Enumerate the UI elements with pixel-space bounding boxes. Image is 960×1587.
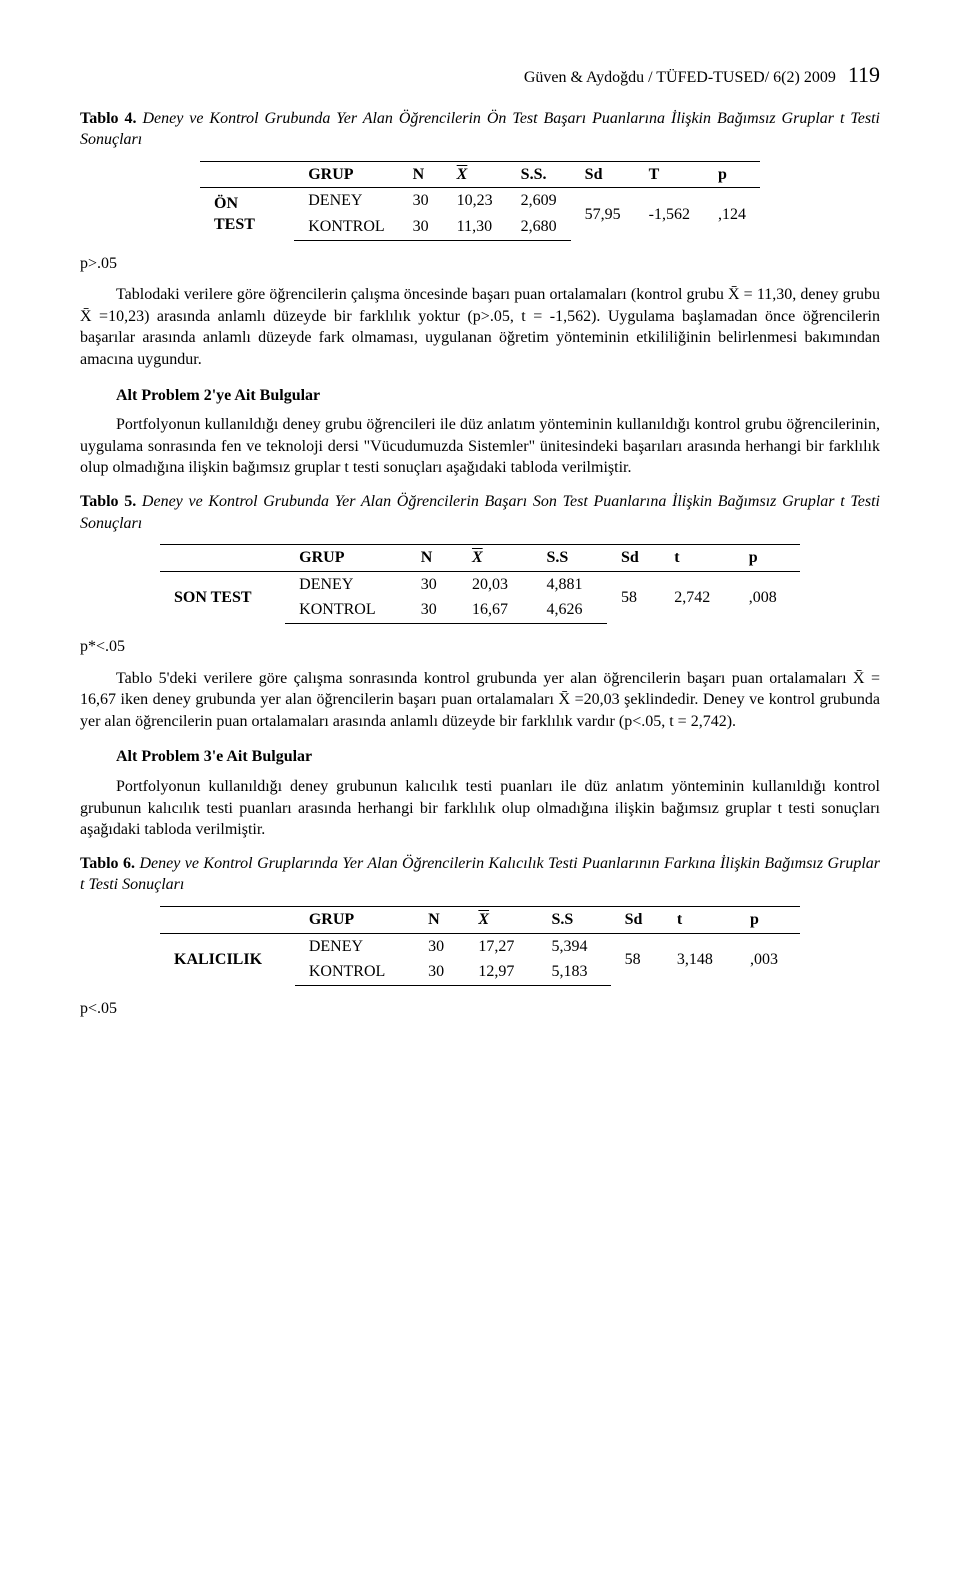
paragraph-3: Tablo 5'deki verilere göre çalışma sonra… [80,668,880,733]
t4-note: p>.05 [80,253,880,275]
xbar-symbol: X [472,549,483,566]
t6-col-t: t [663,906,736,933]
t6-col-p: p [736,906,800,933]
tablo4-title: Tablo 4. Deney ve Kontrol Grubunda Yer A… [80,108,880,151]
t5-p: ,008 [735,571,800,623]
tablo4-label: Tablo 4. [80,110,137,127]
t6-t: 3,148 [663,933,736,985]
t5-sd: 58 [607,571,660,623]
paragraph-4: Portfolyonun kullanıldığı deney grubunun… [80,776,880,841]
t5-t: 2,742 [660,571,735,623]
t6-kontrol-n: 30 [414,959,464,985]
t5-col-p: p [735,545,800,572]
t6-note: p<.05 [80,998,880,1020]
t4-rowlabel-head [200,161,294,188]
paragraph-1: Tablodaki verilere göre öğrencilerin çal… [80,284,880,370]
t5-note: p*<.05 [80,636,880,658]
t4-deney-ss: 2,609 [507,188,571,214]
t6-deney-x: 17,27 [464,933,537,959]
t5-deney-ss: 4,881 [532,571,607,597]
page-number: 119 [848,62,880,87]
t6-p: ,003 [736,933,800,985]
t5-deney-grup: DENEY [285,571,407,597]
tablo5-title: Tablo 5. Deney ve Kontrol Grubunda Yer A… [80,491,880,534]
tablo6-caption: Deney ve Kontrol Gruplarında Yer Alan Öğ… [80,855,880,894]
t6-deney-n: 30 [414,933,464,959]
t6-col-ss: S.S [537,906,610,933]
t4-deney-x: 10,23 [443,188,507,214]
tablo6-title: Tablo 6. Deney ve Kontrol Gruplarında Ye… [80,853,880,896]
t4-deney-n: 30 [399,188,443,214]
running-header: Güven & Aydoğdu / TÜFED-TUSED/ 6(2) 2009… [80,60,880,90]
t4-col-x: X [443,161,507,188]
t4-kontrol-x: 11,30 [443,214,507,240]
tablo5-table: GRUP N X S.S Sd t p SON TEST DENEY 30 20… [160,544,800,624]
t5-kontrol-grup: KONTROL [285,597,407,623]
t6-kontrol-grup: KONTROL [295,959,414,985]
t4-col-sd: Sd [571,161,635,188]
t6-col-grup: GRUP [295,906,414,933]
t5-deney-n: 30 [407,571,458,597]
t5-kontrol-x: 16,67 [458,597,533,623]
t4-kontrol-ss: 2,680 [507,214,571,240]
t4-t: -1,562 [635,188,704,240]
tablo6-label: Tablo 6. [80,855,135,872]
t4-deney-grup: DENEY [294,188,398,214]
xbar-symbol: X [478,911,489,928]
tablo5-caption: Deney ve Kontrol Grubunda Yer Alan Öğren… [80,493,880,532]
t5-rowlabel: SON TEST [160,571,285,623]
t6-deney-ss: 5,394 [537,933,610,959]
t4-kontrol-grup: KONTROL [294,214,398,240]
t6-deney-grup: DENEY [295,933,414,959]
xbar-symbol: X [457,166,468,183]
t4-col-t: T [635,161,704,188]
t5-col-ss: S.S [532,545,607,572]
tablo5-label: Tablo 5. [80,493,136,510]
paragraph-2: Portfolyonun kullanıldığı deney grubu öğ… [80,414,880,479]
t5-col-grup: GRUP [285,545,407,572]
t5-kontrol-ss: 4,626 [532,597,607,623]
t4-p: ,124 [704,188,760,240]
t6-col-x: X [464,906,537,933]
tablo6-table: GRUP N X S.S Sd t p KALICILIK DENEY 30 1… [160,906,800,986]
t6-sd: 58 [611,933,663,985]
t4-kontrol-n: 30 [399,214,443,240]
t6-kontrol-ss: 5,183 [537,959,610,985]
alt-problem-3-heading: Alt Problem 3'e Ait Bulgular [116,746,880,768]
t4-col-ss: S.S. [507,161,571,188]
t4-sd: 57,95 [571,188,635,240]
t4-rowlabel: ÖN TEST [200,188,294,240]
t5-col-n: N [407,545,458,572]
t6-rowlabel: KALICILIK [160,933,295,985]
t5-col-t: t [660,545,735,572]
t4-col-n: N [399,161,443,188]
t5-col-sd: Sd [607,545,660,572]
t6-kontrol-x: 12,97 [464,959,537,985]
t6-col-sd: Sd [611,906,663,933]
tablo4-table: GRUP N X S.S. Sd T p ÖN TEST DENEY 30 10… [200,161,760,241]
tablo4-caption: Deney ve Kontrol Grubunda Yer Alan Öğren… [80,110,880,149]
citation-text: Güven & Aydoğdu / TÜFED-TUSED/ 6(2) 2009 [524,69,836,86]
t5-deney-x: 20,03 [458,571,533,597]
t5-kontrol-n: 30 [407,597,458,623]
t6-col-n: N [414,906,464,933]
t5-col-x: X [458,545,533,572]
alt-problem-2-heading: Alt Problem 2'ye Ait Bulgular [116,385,880,407]
t4-col-grup: GRUP [294,161,398,188]
t4-col-p: p [704,161,760,188]
